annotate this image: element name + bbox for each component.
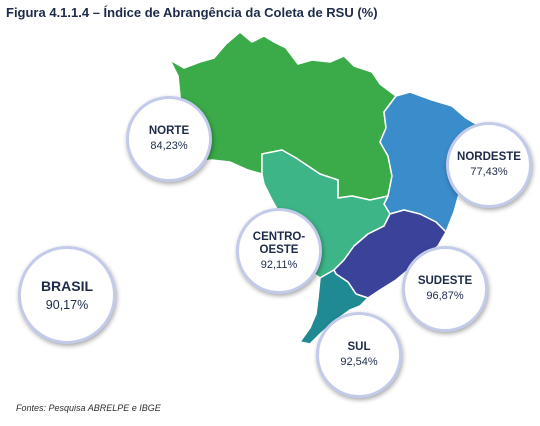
region-value: 77,43% [470, 166, 508, 178]
brasil-name: BRASIL [40, 277, 94, 294]
region-sudeste [333, 209, 447, 299]
region-value: 92,54% [340, 356, 378, 368]
region-value: 92,11% [260, 258, 298, 271]
figure-title: Figura 4.1.1.4 – Índice de Abrangência d… [6, 5, 378, 20]
region-value: 84,23% [150, 140, 188, 152]
region-name: NORDESTE [457, 151, 521, 163]
region-name: NORTE [148, 125, 190, 137]
region-name: CENTRO-OESTE [252, 230, 306, 256]
region-name: SUDESTE [417, 275, 473, 287]
region-sudeste-bubble: SUDESTE 96,87% [402, 246, 488, 332]
region-name: SUL [347, 341, 371, 353]
region-centro-oeste-bubble: CENTRO-OESTE 92,11% [236, 208, 322, 294]
source-note: Fontes: Pesquisa ABRELPE e IBGE [16, 403, 161, 413]
region-nordeste-bubble: NORDESTE 77,43% [446, 122, 532, 208]
region-norte-bubble: NORTE 84,23% [126, 96, 212, 182]
region-sul-bubble: SUL 92,54% [316, 312, 402, 398]
region-value: 96,87% [426, 290, 464, 302]
brasil-value: 90,17% [45, 297, 89, 312]
brasil-bubble: BRASIL 90,17% [18, 246, 116, 344]
